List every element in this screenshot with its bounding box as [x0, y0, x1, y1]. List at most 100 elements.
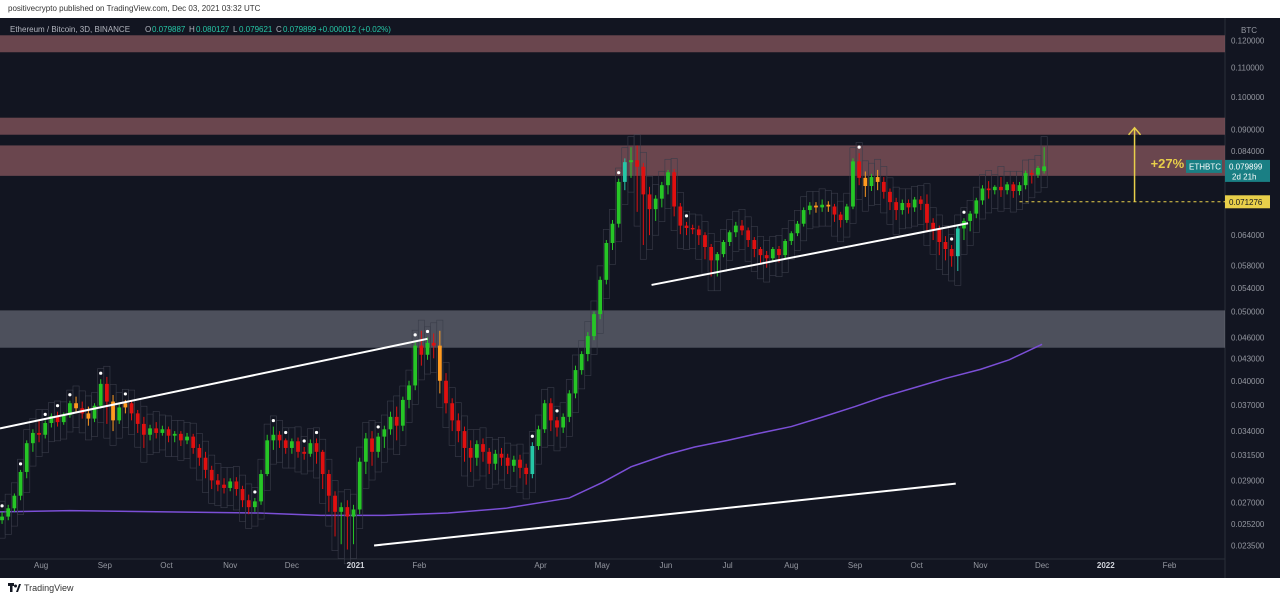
price-axis-unit: BTC [1241, 26, 1257, 35]
dashed-level-tag-bg [1225, 195, 1270, 209]
candle-body [314, 443, 319, 452]
signal-dot [123, 392, 127, 396]
time-tick-label: Dec [1035, 561, 1049, 570]
zones-layer [0, 35, 1225, 348]
candle-body [1023, 173, 1028, 186]
signal-dot [314, 430, 319, 435]
price-axis-ticks: 0.120000 0.110000 0.100000 0.090000 0.084000… [1231, 36, 1265, 550]
candle-body [635, 160, 640, 167]
candle-body [795, 223, 800, 234]
price-chart[interactable]: +27% 0.120000 0.110000 0.100000 0.090000 0.0… [0, 18, 1280, 578]
candle-body [629, 160, 633, 163]
signal-dot [617, 171, 621, 175]
resistance-zone-2 [0, 145, 1225, 176]
signal-dot [376, 425, 380, 429]
legend-low-label: L [233, 25, 238, 34]
candle-body [555, 420, 559, 428]
signal-dot [302, 439, 306, 443]
legend-change-value: +0.000012 (+0.02%) [318, 25, 391, 34]
candle-body [141, 423, 146, 435]
candle-body [659, 185, 664, 199]
trendline-0 [0, 337, 428, 430]
candle-body [481, 444, 485, 452]
candle-body [838, 214, 843, 221]
time-tick-label: Sep [848, 561, 863, 570]
signal-dot [271, 418, 275, 423]
candle-body [986, 188, 991, 191]
time-tick-label: Jul [722, 561, 732, 570]
candle-body [579, 354, 584, 371]
candle-body [875, 177, 880, 182]
candle-body [425, 342, 430, 355]
candle-body [493, 453, 498, 464]
candle-body [437, 345, 442, 381]
candle-body [783, 241, 788, 256]
signal-dot [18, 462, 23, 466]
candle-body [758, 249, 763, 256]
trendlines-layer [0, 222, 969, 547]
candle-body [1017, 185, 1022, 192]
price-tick-label: 0.025200 [1231, 520, 1265, 529]
tradingview-brand[interactable]: TradingView [24, 583, 74, 593]
price-axis-panel [1225, 18, 1280, 578]
candle-body [666, 172, 670, 186]
candle-body [931, 222, 936, 230]
last-price-countdown: 2d 21h [1232, 172, 1256, 181]
candle-body [709, 246, 714, 261]
tradingview-logo-icon[interactable] [8, 583, 21, 594]
candle-body [518, 459, 522, 468]
candle-body [740, 225, 744, 231]
candle-body [881, 181, 886, 192]
candle-body [252, 501, 257, 508]
candle-body [370, 438, 374, 452]
candle-body [413, 345, 418, 386]
candle-body [851, 161, 855, 207]
candle-body [721, 241, 726, 255]
candles-layer [0, 145, 1047, 550]
dashed-level-tag-text: 0.071276 [1229, 198, 1263, 207]
candle-body [382, 429, 387, 437]
candle-body [912, 199, 917, 208]
legend-open-label: O [145, 25, 151, 34]
signal-dot [99, 371, 103, 375]
candle-body [925, 203, 929, 223]
resistance-zone-1 [0, 117, 1225, 135]
candle-body [92, 405, 97, 419]
candle-body [203, 457, 208, 470]
candle-body [999, 186, 1003, 191]
signal-dot [684, 214, 689, 218]
time-tick-label: Aug [784, 561, 798, 570]
candle-body [1029, 173, 1034, 175]
candle-body [468, 447, 473, 458]
time-tick-label: May [595, 561, 610, 570]
footer: TradingView [0, 578, 1280, 600]
signal-dot [425, 329, 430, 334]
support-zone-3 [0, 310, 1225, 348]
candle-body [906, 202, 911, 208]
candle-body [789, 233, 794, 242]
candle-body [228, 481, 233, 488]
candle-body [209, 469, 214, 481]
price-tick-label: 0.120000 [1231, 36, 1265, 45]
candle-body [974, 200, 979, 214]
candle-body [111, 401, 115, 421]
target-layer: +27% [1019, 126, 1225, 203]
candle-body [832, 206, 837, 215]
time-axis-ticks: Aug Sep Oct Nov Dec 2021 Feb Apr May Jun Jul Aug Sep… [34, 561, 1177, 570]
candle-body [585, 336, 590, 355]
last-price-tag-bg [1225, 159, 1270, 182]
price-tick-label: 0.090000 [1231, 126, 1265, 135]
time-tick-label: 2021 [347, 561, 365, 570]
candle-body [573, 370, 578, 394]
symbol-legend[interactable]: Ethereum / Bitcoin, 3D, BINANCE O 0.0798… [10, 25, 391, 34]
signal-dot [43, 412, 47, 416]
trendline-2 [651, 222, 969, 286]
signal-dot [0, 504, 4, 508]
price-tick-label: 0.034000 [1231, 427, 1265, 436]
price-tick-label: 0.058000 [1231, 262, 1265, 271]
trendline-1 [373, 482, 956, 547]
price-tick-label: 0.100000 [1231, 93, 1265, 102]
candle-body [487, 451, 492, 464]
candle-body [289, 441, 294, 448]
candle-body [339, 507, 344, 512]
